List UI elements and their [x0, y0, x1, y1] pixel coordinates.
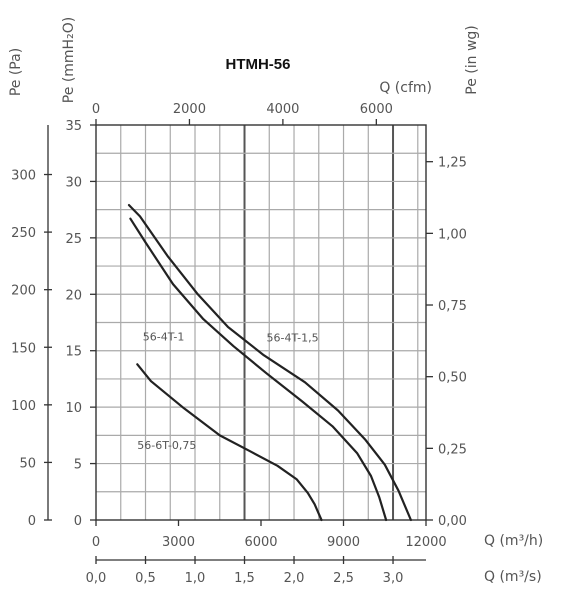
- tick-label-mmh2o: 25: [65, 232, 82, 247]
- tick-label-inwg: 1,00: [438, 227, 467, 242]
- tick-label-inwg: 0,00: [438, 514, 467, 529]
- tick-label-inwg: 1,25: [438, 156, 467, 171]
- series-label-56-6t-0-75: 56-6T-0,75: [137, 439, 196, 452]
- tick-label-m3s: 1,5: [234, 571, 255, 586]
- curve-56-6t-0-75: [136, 363, 323, 522]
- bottom-axis-label-m3s: Q (m³/s): [484, 569, 542, 585]
- tick-label-m3s: 2,5: [333, 571, 354, 586]
- tick-label-m3s: 1,0: [185, 571, 206, 586]
- tick-label-inwg: 0,50: [438, 371, 467, 386]
- tick-label-m3h: 12000: [405, 535, 446, 550]
- tick-label-m3h: 6000: [244, 535, 277, 550]
- curve-56-4t-1-5: [127, 204, 412, 522]
- tick-label-m3s: 0,0: [86, 571, 107, 586]
- tick-label-inwg: 0,75: [438, 299, 467, 314]
- tick-label-cfm: 4000: [266, 102, 299, 117]
- tick-label-pa: 300: [11, 169, 36, 184]
- tick-label-pa: 150: [11, 341, 36, 356]
- tick-label-pa: 100: [11, 399, 36, 414]
- series-labels: 56-4T-1 56-4T-1,5 56-6T-0,75: [137, 331, 318, 452]
- tick-label-m3s: 2,0: [284, 571, 305, 586]
- tick-label-cfm: 6000: [360, 102, 393, 117]
- series-label-56-4t-1: 56-4T-1: [143, 331, 185, 344]
- grid: [96, 125, 426, 520]
- tick-label-pa: 50: [19, 456, 36, 471]
- tick-label-mmh2o: 35: [65, 119, 82, 134]
- tick-label-m3h: 0: [92, 535, 100, 550]
- tick-label-mmh2o: 10: [65, 401, 82, 416]
- left-inner-axis-label: Pe (mmH₂O): [61, 17, 77, 103]
- tick-label-m3h: 3000: [162, 535, 195, 550]
- tick-label-inwg: 0,25: [438, 442, 467, 457]
- tick-label-mmh2o: 5: [74, 458, 82, 473]
- series-curves: [127, 204, 412, 522]
- series-label-56-4t-1-5: 56-4T-1,5: [267, 332, 319, 345]
- tick-label-mmh2o: 0: [74, 514, 82, 529]
- tick-label-mmh2o: 20: [65, 288, 82, 303]
- tick-label-m3s: 0,5: [135, 571, 156, 586]
- right-axis-label: Pe (in wg): [464, 25, 480, 94]
- tick-label-pa: 0: [28, 514, 36, 529]
- tick-label-mmh2o: 30: [65, 175, 82, 190]
- bottom-axis-label-m3h: Q (m³/h): [484, 533, 543, 549]
- top-axis-label: Q (cfm): [379, 80, 432, 96]
- curve-56-4t-1: [129, 217, 388, 522]
- tick-label-pa: 200: [11, 284, 36, 299]
- tick-label-cfm: 0: [92, 102, 100, 117]
- chart-title: HTMH-56: [225, 56, 290, 73]
- tick-label-pa: 250: [11, 226, 36, 241]
- left-outer-axis-label: Pe (Pa): [8, 48, 24, 96]
- tick-label-mmh2o: 15: [65, 345, 82, 360]
- tick-label-m3h: 9000: [327, 535, 360, 550]
- tick-label-m3s: 3,0: [383, 571, 404, 586]
- tick-label-cfm: 2000: [173, 102, 206, 117]
